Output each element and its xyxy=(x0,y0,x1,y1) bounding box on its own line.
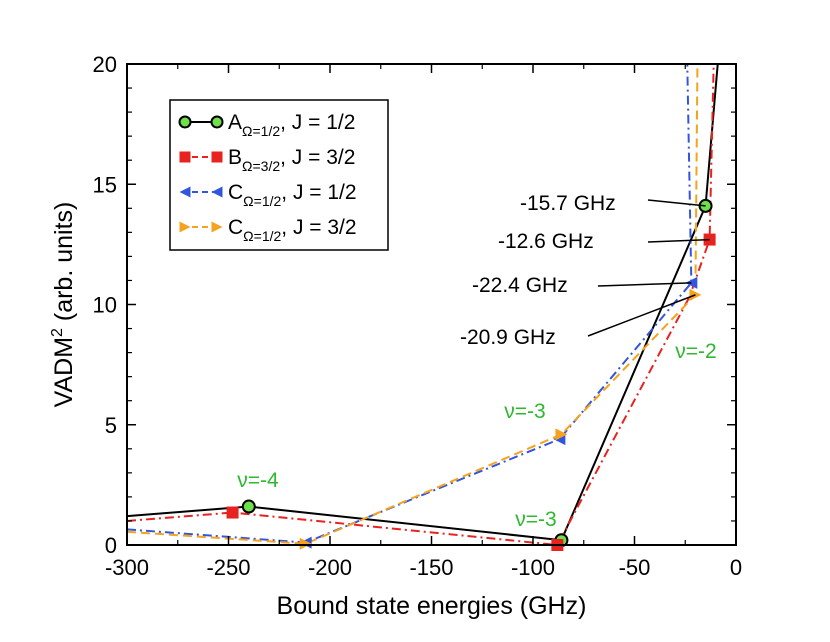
annotation-leader xyxy=(597,282,692,287)
legend-label-main: B xyxy=(228,146,242,169)
legend-entry-B: BΩ=3/2, J = 3/2 xyxy=(179,146,355,174)
annotation-label: -12.6 GHz xyxy=(498,230,594,253)
nu-label: ν=-2 xyxy=(675,340,716,363)
legend-marker-left xyxy=(178,115,192,129)
annotation-label: -20.9 GHz xyxy=(460,326,556,349)
x-tick-label: -200 xyxy=(308,555,352,580)
data-point-C32 xyxy=(555,428,568,441)
legend-label-rest: , J = 1/2 xyxy=(281,181,356,204)
y-tick-label: 5 xyxy=(105,413,117,438)
nu-label: ν=-3 xyxy=(515,508,556,531)
legend-entry-C32: CΩ=1/2, J = 3/2 xyxy=(179,216,357,244)
series-line-C12 xyxy=(127,64,693,544)
x-tick-label: -100 xyxy=(511,555,555,580)
legend-label-main: C xyxy=(228,181,243,204)
legend-marker-right xyxy=(211,151,223,163)
legend-marker-left xyxy=(179,221,191,233)
y-tick-label: 15 xyxy=(93,172,117,197)
legend-marker-right xyxy=(210,115,224,129)
nu-label: ν=-3 xyxy=(504,400,545,423)
legend-marker-left xyxy=(179,151,191,163)
y-axis-title-sup: 2 xyxy=(49,328,66,337)
annotation-label: -15.7 GHz xyxy=(520,192,616,215)
annotation-leader xyxy=(647,199,706,207)
nu-label: ν=-4 xyxy=(237,469,279,492)
series-line-C32 xyxy=(127,64,699,545)
y-tick-label: 10 xyxy=(93,293,117,318)
x-tick-label: -150 xyxy=(409,555,453,580)
annotation-label: -22.4 GHz xyxy=(472,274,568,297)
legend: AΩ=1/2, J = 1/2BΩ=3/2, J = 3/2CΩ=1/2, J … xyxy=(169,99,389,251)
data-point-C32 xyxy=(299,537,312,550)
legend-label-main: C xyxy=(228,216,243,239)
legend-entries: AΩ=1/2, J = 1/2BΩ=3/2, J = 3/2CΩ=1/2, J … xyxy=(178,111,357,244)
marker-layer xyxy=(226,198,716,551)
tick-layer: -300 -250 -200 -150 -100 -50 0 0 5 10 15 20 xyxy=(93,52,743,580)
legend-label-sub: Ω=1/2 xyxy=(243,228,281,244)
x-tick-label: 0 xyxy=(730,555,742,580)
legend-label-sub: Ω=1/2 xyxy=(243,193,281,209)
data-point-A xyxy=(241,499,256,514)
legend-label: CΩ=1/2, J = 3/2 xyxy=(228,216,357,244)
data-point-B xyxy=(226,506,239,519)
legend-label-main: A xyxy=(228,111,242,134)
legend-box xyxy=(169,99,389,251)
legend-label-rest: , J = 3/2 xyxy=(280,146,355,169)
legend-label-sub: Ω=1/2 xyxy=(242,123,280,139)
annotation-leader xyxy=(587,294,696,337)
legend-label-rest: , J = 1/2 xyxy=(280,111,355,134)
y-axis-title: VADM2 (arb. units) xyxy=(49,202,78,408)
legend-label: AΩ=1/2, J = 1/2 xyxy=(228,111,355,139)
annotation-leader xyxy=(647,238,710,243)
y-axis-title-rest: (arb. units) xyxy=(50,202,78,328)
x-tick-label: -300 xyxy=(105,555,149,580)
y-tick-label: 0 xyxy=(105,533,117,558)
x-tick-label: -50 xyxy=(619,555,651,580)
legend-label-sub: Ω=3/2 xyxy=(242,158,280,174)
legend-marker-right xyxy=(211,221,223,233)
x-axis-title: Bound state energies (GHz) xyxy=(277,592,587,620)
legend-entry-C12: CΩ=1/2, J = 1/2 xyxy=(179,181,357,209)
legend-label: BΩ=3/2, J = 3/2 xyxy=(228,146,355,174)
legend-label: CΩ=1/2, J = 1/2 xyxy=(228,181,357,209)
legend-marker-right xyxy=(211,186,223,198)
x-tick-label: -250 xyxy=(206,555,250,580)
legend-entry-A: AΩ=1/2, J = 1/2 xyxy=(178,111,355,139)
annotation-layer: -15.7 GHz -12.6 GHz -22.4 GHz -20.9 GHz ν=-4… xyxy=(237,192,716,531)
legend-marker-left xyxy=(179,186,191,198)
y-tick-label: 20 xyxy=(93,52,117,77)
legend-label-rest: , J = 3/2 xyxy=(281,216,356,239)
y-axis-title-main: VADM xyxy=(50,337,78,407)
